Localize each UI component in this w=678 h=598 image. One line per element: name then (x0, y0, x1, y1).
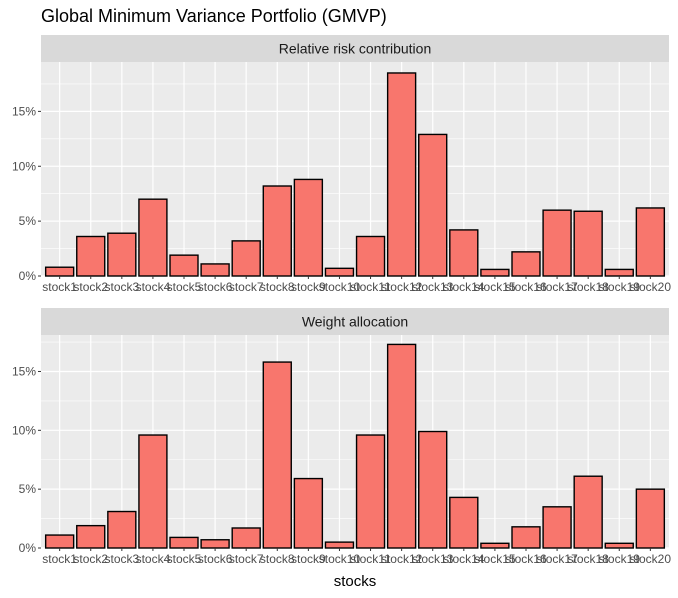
x-tick-label: stock1 (42, 280, 77, 294)
x-tick-label: stock9 (291, 552, 326, 566)
x-tick-label: stock7 (229, 280, 264, 294)
bar-stock8 (262, 185, 292, 277)
bar-stock3 (107, 232, 137, 277)
x-tick-label: stock9 (291, 280, 326, 294)
bar-stock2 (76, 235, 106, 277)
bar-stock4 (138, 434, 168, 549)
bar-stock10 (324, 541, 355, 549)
chart-title: Global Minimum Variance Portfolio (GMVP) (41, 6, 387, 26)
x-tick-label: stock10 (319, 280, 361, 294)
bar-stock17 (542, 209, 572, 277)
bar-stock16 (511, 251, 541, 277)
x-tick-label: stock16 (505, 280, 547, 294)
bar-stock16 (511, 526, 541, 549)
x-tick-label: stock11 (350, 552, 391, 566)
x-tick-label: stock20 (630, 280, 672, 294)
bar-stock13 (418, 133, 448, 277)
bar-stock15 (480, 542, 510, 549)
x-tick-label: stock1 (42, 552, 77, 566)
bar-stock9 (293, 178, 324, 277)
x-tick-label: stock5 (167, 280, 202, 294)
x-tick-label: stock3 (104, 280, 139, 294)
x-axis-title: stocks (334, 573, 377, 590)
bar-stock6 (200, 539, 230, 549)
x-tick-label: stock4 (136, 280, 171, 294)
bar-stock20 (635, 207, 666, 277)
y-tick-label: 0% (19, 269, 37, 283)
x-tick-label: stock6 (198, 552, 233, 566)
x-tick-label: stock18 (567, 280, 609, 294)
facet-strip-label: Weight allocation (302, 314, 408, 330)
x-tick-label: stock15 (474, 552, 516, 566)
x-tick-label: stock4 (136, 552, 171, 566)
y-tick-label: 5% (19, 482, 37, 496)
bar-stock11 (355, 434, 386, 549)
x-tick-label: stock6 (198, 280, 233, 294)
bar-stock7 (231, 240, 261, 277)
bar-stock14 (449, 496, 479, 549)
bar-stock8 (262, 361, 292, 549)
bar-stock6 (200, 263, 230, 277)
bar-stock12 (386, 72, 417, 277)
x-tick-label: stock18 (567, 552, 609, 566)
y-tick-label: 5% (19, 214, 37, 228)
y-tick-label: 15% (12, 104, 36, 118)
y-tick-label: 10% (12, 159, 36, 173)
x-tick-label: stock2 (73, 280, 108, 294)
x-tick-label: stock5 (167, 552, 202, 566)
x-tick-label: stock16 (505, 552, 547, 566)
bar-stock4 (138, 198, 168, 277)
x-tick-label: stock19 (599, 552, 641, 566)
bar-stock18 (573, 210, 603, 277)
x-tick-label: stock17 (536, 280, 578, 294)
x-tick-label: stock8 (260, 280, 295, 294)
x-tick-label: stock12 (381, 280, 423, 294)
facet-strip (41, 308, 669, 335)
x-tick-label: stock13 (412, 552, 454, 566)
x-tick-label: stock7 (229, 552, 264, 566)
x-tick-label: stock14 (443, 280, 485, 294)
x-tick-label: stock20 (630, 552, 672, 566)
bar-stock3 (107, 510, 137, 549)
x-tick-label: stock17 (536, 552, 578, 566)
panel-1: Relative risk contribution 0% 5% 10% 15% stoc… (12, 35, 671, 294)
bar-stock5 (169, 254, 199, 277)
panel-2: Weight allocation0%5%10%15%stock1stock2s… (12, 308, 671, 566)
bar-stock17 (542, 506, 572, 549)
x-tick-label: stock8 (260, 552, 295, 566)
bar-stock18 (573, 475, 603, 549)
x-tick-label: stock11 (350, 280, 391, 294)
bar-stock10 (324, 267, 355, 277)
x-tick-label: stock15 (474, 280, 516, 294)
x-tick-label: stock2 (73, 552, 108, 566)
facet-panels: Relative risk contribution 0% 5% 10% 15% stoc… (12, 35, 671, 566)
bar-stock2 (76, 524, 106, 549)
bar-stock19 (604, 268, 634, 277)
bar-stock9 (293, 477, 324, 549)
bar-stock20 (635, 488, 666, 549)
bar-stock13 (418, 430, 448, 549)
x-tick-label: stock10 (319, 552, 361, 566)
bar-stock15 (480, 268, 510, 277)
bar-stock12 (386, 343, 417, 549)
facet-strip-label: Relative risk contribution (279, 41, 432, 57)
y-tick-label: 10% (12, 423, 36, 437)
y-tick-label: 0% (19, 541, 37, 555)
bar-stock5 (169, 536, 199, 549)
x-tick-label: stock13 (412, 280, 454, 294)
bar-stock7 (231, 527, 261, 549)
bar-stock19 (604, 542, 634, 549)
bar-stock1 (44, 534, 75, 549)
y-tick-label: 15% (12, 364, 36, 378)
bar-stock11 (355, 235, 386, 277)
x-tick-label: stock3 (104, 552, 139, 566)
facet-strip (41, 35, 669, 62)
bar-stock1 (44, 266, 75, 277)
x-tick-label: stock14 (443, 552, 485, 566)
bar-stock14 (449, 229, 479, 277)
x-tick-label: stock19 (599, 280, 641, 294)
x-tick-label: stock12 (381, 552, 423, 566)
